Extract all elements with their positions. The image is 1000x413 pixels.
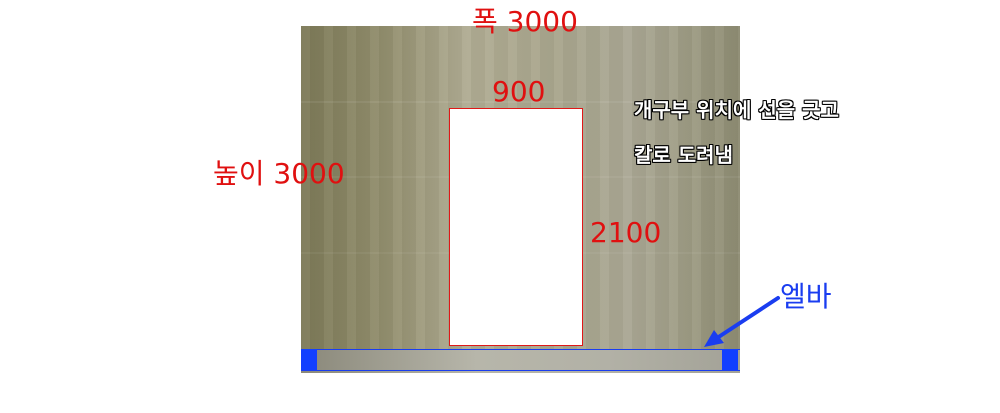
instruction-line-1: 개구부 위치에 선을 긋고 <box>634 98 839 122</box>
instruction-line-2: 칼로 도려냄 <box>634 143 733 167</box>
ell-bar-arrow-icon <box>704 296 780 347</box>
floor-strip <box>301 349 740 373</box>
ell-bar-left-end <box>301 349 317 370</box>
ell-bar <box>301 349 740 371</box>
wall-height-label: 높이 3000 <box>213 157 345 190</box>
ell-bar-right-end <box>722 349 738 370</box>
opening-width-label: 900 <box>492 75 546 108</box>
door-opening <box>449 108 583 346</box>
ell-bar-label: 엘바 <box>780 280 832 313</box>
wall-width-label: 폭 3000 <box>472 5 578 38</box>
opening-height-label: 2100 <box>590 216 662 249</box>
